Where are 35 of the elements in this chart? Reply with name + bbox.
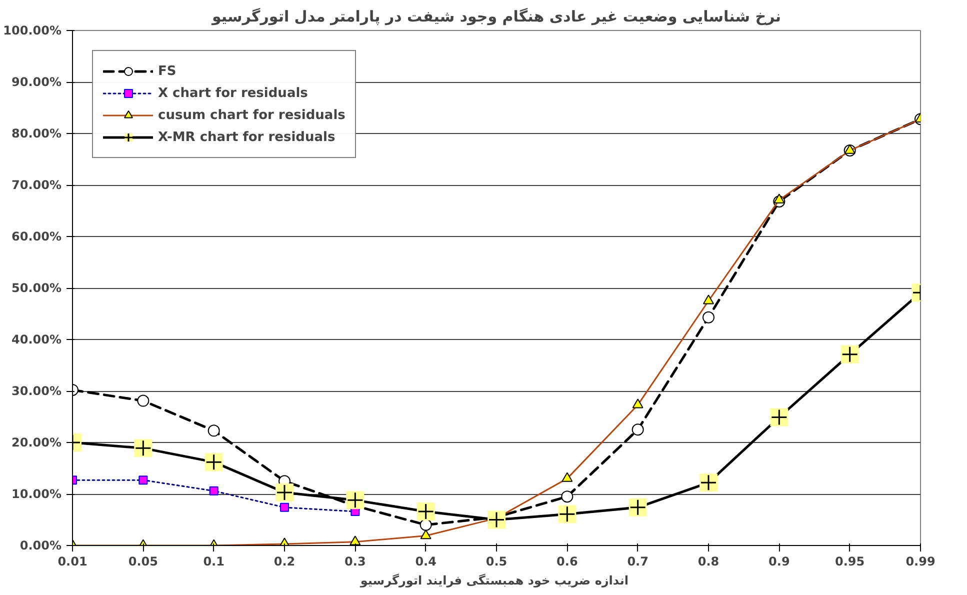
y-tick-label: 0.00% <box>20 538 62 552</box>
x-axis-title: اندازه ضریب خود همبستگی فرایند اتورگرسیو <box>359 574 628 588</box>
legend-label: X chart for residuals <box>158 86 308 100</box>
x-tick-label: 0.2 <box>274 554 296 568</box>
y-tick-label: 90.00% <box>12 75 62 89</box>
x-tick-label: 0.4 <box>415 554 436 568</box>
x-tick-label: 0.1 <box>203 554 224 568</box>
y-tick-label: 60.00% <box>12 230 62 244</box>
y-tick-label: 70.00% <box>12 178 62 192</box>
y-tick-label: 80.00% <box>12 126 62 140</box>
y-tick-label: 10.00% <box>12 487 62 501</box>
point <box>137 394 150 407</box>
x-tick-label: 0.8 <box>698 554 720 568</box>
point <box>561 490 574 503</box>
x-tick-label: 0.6 <box>556 554 578 568</box>
x-tick-label: 0.99 <box>906 554 936 568</box>
x-tick-label: 0.3 <box>344 554 366 568</box>
point <box>702 311 714 324</box>
legend-label: X-MR chart for residuals <box>158 130 336 144</box>
y-tick-label: 40.00% <box>12 332 62 346</box>
legend-label: FS <box>158 64 178 78</box>
x-tick-label: 0.7 <box>627 554 648 568</box>
legend-label: cusum chart for residuals <box>158 108 346 122</box>
y-tick-label: 50.00% <box>12 281 62 295</box>
x-tick-label: 0.01 <box>58 554 88 568</box>
chart-title: نرخ شناسایی وضعیت غیر عادی هنگام وجود شیفت در پارامتر مدل اتورگرسیو <box>210 8 782 26</box>
point <box>632 424 644 436</box>
x-tick-label: 0.95 <box>835 554 865 568</box>
x-tick-label: 0.05 <box>128 554 158 568</box>
y-tick-label: 100.00% <box>3 24 62 38</box>
y-tick-label: 30.00% <box>12 384 62 398</box>
x-tick-label: 0.9 <box>768 554 790 568</box>
point <box>208 424 220 437</box>
y-tick-label: 20.00% <box>12 436 62 450</box>
x-tick-label: 0.5 <box>486 554 508 568</box>
